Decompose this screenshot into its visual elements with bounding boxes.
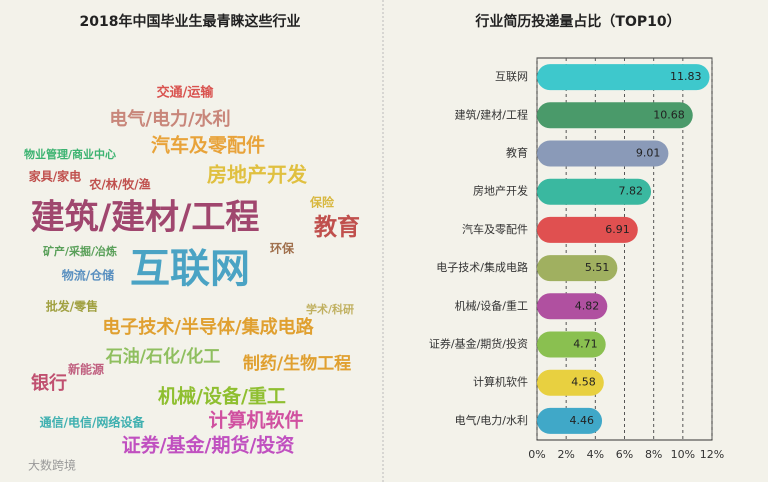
y-tick-label: 教育 — [506, 146, 528, 160]
word: 建筑/建材/工程 — [31, 198, 260, 238]
word: 批发/零售 — [46, 299, 98, 314]
chart-title: 行业简历投递量占比（TOP10） — [474, 13, 680, 30]
bar — [537, 216, 638, 243]
data-label: 11.83 — [670, 70, 702, 83]
word: 房地产开发 — [207, 163, 308, 187]
data-label: 4.58 — [571, 376, 596, 389]
y-tick-label: 房地产开发 — [473, 184, 528, 198]
bar — [537, 102, 693, 129]
word: 银行 — [31, 372, 67, 394]
word: 教育 — [314, 214, 360, 241]
chart-title: 2018年中国毕业生最青睐这些行业 — [80, 13, 301, 30]
bar — [537, 369, 604, 396]
data-label: 7.82 — [619, 185, 644, 198]
word: 制药/生物工程 — [243, 353, 351, 374]
word: 电子技术/半导体/集成电路 — [102, 316, 314, 338]
bar — [537, 178, 652, 205]
word: 互联网 — [130, 246, 250, 292]
data-label: 6.91 — [605, 223, 630, 236]
bar — [537, 293, 608, 320]
x-tick-label: 4% — [587, 448, 604, 461]
word: 汽车及零配件 — [151, 134, 265, 157]
word: 学术/科研 — [306, 302, 354, 316]
bar — [537, 407, 603, 434]
x-tick-label: 0% — [528, 448, 545, 461]
word: 矿产/采掘/冶炼 — [43, 244, 117, 258]
word: 石油/石化/化工 — [105, 346, 220, 367]
y-tick-label: 证券/基金/期货/投资 — [429, 337, 528, 351]
x-tick-label: 12% — [700, 448, 724, 461]
data-label: 4.71 — [573, 338, 598, 351]
word: 家具/家电 — [29, 169, 81, 184]
y-tick-label: 电子技术/集成电路 — [436, 260, 528, 274]
word: 计算机软件 — [208, 409, 303, 432]
bar — [537, 255, 618, 282]
word: 通信/电信/网络设备 — [40, 415, 146, 430]
y-tick-label: 机械/设备/重工 — [455, 298, 528, 312]
x-tick-label: 8% — [645, 448, 662, 461]
data-label: 10.68 — [653, 108, 685, 121]
bar — [537, 64, 710, 91]
word: 机械/设备/重工 — [158, 385, 286, 408]
y-tick-label: 建筑/建材/工程 — [455, 107, 528, 121]
word: 证券/基金/期货/投资 — [122, 434, 295, 457]
word: 物流/仓储 — [62, 268, 114, 283]
data-label: 9.01 — [636, 147, 661, 160]
x-tick-label: 2% — [557, 448, 574, 461]
word: 交通/运输 — [157, 85, 215, 101]
word: 电气/电力/水利 — [109, 108, 230, 130]
x-tick-label: 10% — [671, 448, 695, 461]
watermark: 大数跨境 — [28, 458, 76, 473]
word: 环保 — [270, 241, 295, 256]
word: 农/林/牧/渔 — [88, 177, 150, 192]
bar — [537, 331, 606, 358]
y-tick-label: 汽车及零配件 — [462, 222, 528, 236]
data-label: 4.46 — [570, 414, 595, 427]
y-tick-label: 互联网 — [495, 70, 528, 83]
x-tick-label: 6% — [616, 448, 633, 461]
data-label: 4.82 — [575, 299, 600, 312]
data-label: 5.51 — [585, 261, 610, 274]
y-tick-label: 计算机软件 — [473, 375, 528, 389]
word: 新能源 — [68, 362, 104, 377]
word: 物业管理/商业中心 — [24, 147, 116, 161]
word: 保险 — [309, 195, 335, 210]
y-tick-label: 电气/电力/水利 — [455, 413, 528, 427]
bar — [537, 140, 669, 167]
